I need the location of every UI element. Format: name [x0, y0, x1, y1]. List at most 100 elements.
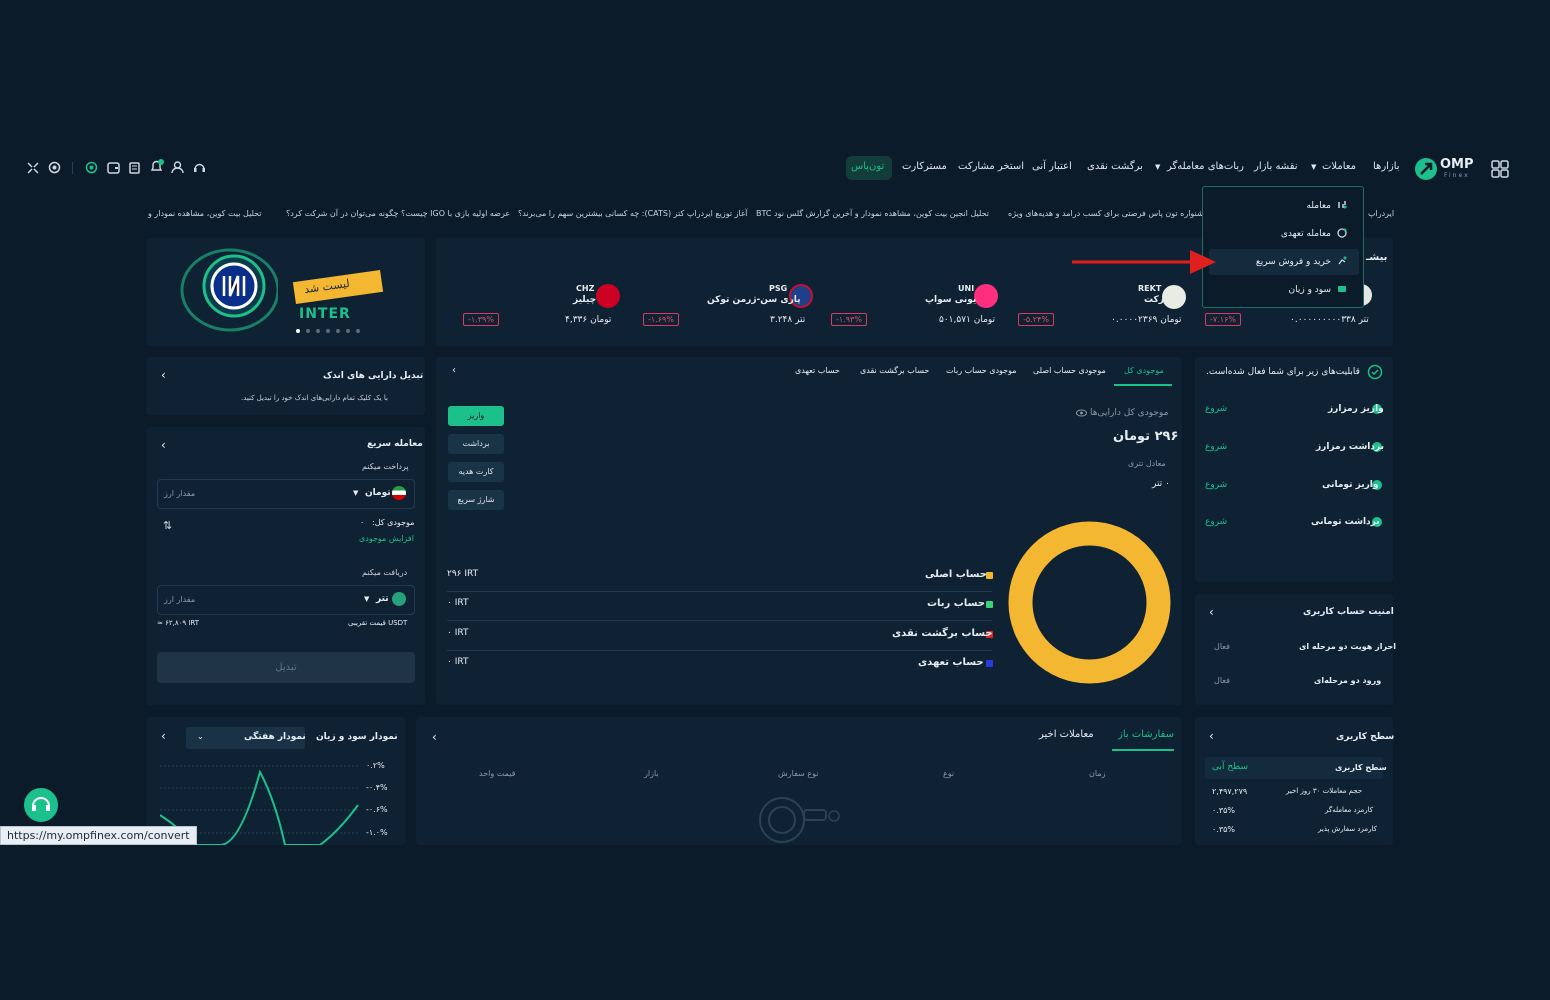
chevron-left-icon[interactable]: ‹	[161, 438, 166, 452]
ticker-item[interactable]: جشنواره تون پاس فرصتی برای کسب درامد و ه…	[1008, 209, 1210, 218]
expand-icon[interactable]	[27, 162, 39, 174]
total-assets-value: ۲۹۶ تومان	[1113, 429, 1179, 444]
convert-small-assets-panel[interactable]	[146, 357, 425, 415]
promo-banner[interactable]: لیست شد INTER	[146, 238, 425, 346]
tab-main-account[interactable]: موجودی حساب اصلی	[1033, 366, 1106, 375]
nav-market-map[interactable]: نقشه بازار	[1254, 161, 1298, 172]
account-security-panel	[1195, 594, 1393, 705]
approx-price-label: قیمت تقریبی USDT	[348, 619, 408, 627]
support-headset-icon[interactable]	[193, 161, 206, 174]
active-tab-underline	[1112, 749, 1174, 751]
dropdown-item-trade[interactable]: معامله	[1306, 201, 1331, 211]
user-level-panel	[1195, 717, 1393, 845]
chevron-left-icon[interactable]: ‹	[1209, 605, 1214, 619]
chevron-down-icon[interactable]: ▼	[364, 595, 370, 603]
chevron-left-icon[interactable]: ‹	[432, 730, 437, 744]
coin-price: ۳.۲۴۸ تتر	[770, 315, 806, 325]
ticker-item[interactable]: عرضه اولیه بازی با IGO چیست؟ چگونه می‌تو…	[286, 209, 511, 218]
ticker-item[interactable]: آغاز توزیع ایردراپ کتز (CATS): چه کسانی …	[518, 209, 748, 218]
gift-card-button[interactable]: کارت هدیه	[448, 462, 504, 482]
pnl-range-select[interactable]	[186, 727, 305, 749]
carousel-dot[interactable]	[296, 329, 300, 333]
chevron-left-icon[interactable]: ‹	[161, 368, 166, 382]
nav-instant-credit[interactable]: اعتبار آنی	[1032, 161, 1072, 172]
omp-logo-icon[interactable]	[1413, 156, 1439, 182]
nav-trading-bots[interactable]: ربات‌های معامله‌گر	[1167, 161, 1244, 172]
coin-change-badge: -۱.۳۹%	[463, 313, 499, 326]
level-row-value: ۲,۴۹۷,۲۷۹	[1212, 787, 1248, 796]
swap-arrows-icon[interactable]: ⇅	[163, 519, 173, 532]
increase-balance-link[interactable]: افزایش موجودی	[359, 534, 414, 543]
pay-currency[interactable]: تومان	[365, 488, 391, 498]
level-label: سطح کاربری	[1335, 763, 1387, 772]
nav-markets[interactable]: بازارها	[1373, 161, 1400, 172]
total-assets-label: موجودی کل دارایی‌ها	[1090, 408, 1169, 418]
iran-flag-icon	[392, 486, 406, 500]
tab-recent-trades[interactable]: معاملات اخیر	[1039, 729, 1094, 740]
deposit-button[interactable]: واریز	[448, 406, 504, 426]
apps-grid-icon[interactable]	[1491, 160, 1509, 178]
balance-value: ۰	[360, 518, 365, 527]
tab-cashback-account[interactable]: حساب برگشت نقدی	[860, 366, 930, 375]
activation-panel	[1195, 357, 1393, 582]
tether-icon	[392, 592, 406, 606]
chevron-left-icon[interactable]: ‹	[161, 729, 166, 743]
chevron-down-icon[interactable]: ▼	[353, 489, 359, 497]
tab-open-orders[interactable]: سفارشات باز	[1118, 729, 1174, 740]
ticker-item[interactable]: ایردراپ	[1368, 209, 1394, 218]
receive-currency[interactable]: تتر	[376, 594, 389, 604]
margin-trade-icon	[1337, 228, 1347, 238]
activation-start-link[interactable]: شروع	[1205, 442, 1228, 452]
carousel-dot[interactable]	[326, 329, 330, 333]
nav-toonpass-pill[interactable]	[846, 156, 892, 180]
settings-gear-icon[interactable]	[48, 161, 61, 174]
column-header: زمان	[1089, 769, 1106, 778]
carousel-dot[interactable]	[346, 329, 350, 333]
chevron-left-icon[interactable]: ‹	[1209, 729, 1214, 743]
nav-toonpass[interactable]: تون‌پاس	[851, 161, 885, 172]
chevron-left-icon[interactable]: ‹	[452, 365, 456, 376]
receipt-icon[interactable]	[129, 162, 140, 174]
chevron-down-icon[interactable]: ⌄	[197, 732, 204, 741]
convert-button[interactable]: تبدیل	[157, 652, 415, 683]
nav-mastercard[interactable]: مسترکارت	[902, 161, 947, 172]
quick-charge-button[interactable]: شارژ سریع	[448, 490, 504, 510]
notification-bell-icon[interactable]	[149, 158, 165, 174]
column-header: نوع سفارش	[778, 769, 819, 778]
activation-start-link[interactable]: شروع	[1205, 404, 1228, 414]
nav-staking-pool[interactable]: استخر مشارکت	[958, 161, 1025, 172]
withdraw-button[interactable]: برداشت	[448, 434, 504, 454]
wallet-icon[interactable]	[107, 162, 120, 174]
news-ticker: تحلیل بیت کوین، مشاهده نمودار و عرضه اول…	[146, 206, 1394, 224]
activation-start-link[interactable]: شروع	[1205, 480, 1228, 490]
eye-icon[interactable]	[1076, 409, 1087, 417]
carousel-dot[interactable]	[356, 329, 360, 333]
tab-margin-account[interactable]: حساب تعهدی	[795, 366, 840, 375]
check-icon	[1372, 517, 1382, 527]
activation-start-link[interactable]: شروع	[1205, 517, 1228, 527]
pay-amount-input[interactable]	[157, 479, 415, 509]
carousel-dot[interactable]	[316, 329, 320, 333]
receive-amount-input[interactable]	[157, 585, 415, 615]
dropdown-item-profit-loss[interactable]: سود و زیان	[1288, 285, 1331, 295]
coin-change-badge: -۵.۲۴%	[1018, 313, 1054, 326]
nav-trades[interactable]: معاملات	[1322, 161, 1356, 172]
ticker-item[interactable]: تحلیل بیت کوین، مشاهده نمودار و	[148, 209, 262, 218]
coin-change-badge: -۷.۱۶%	[1205, 313, 1241, 326]
status-online-icon[interactable]	[85, 161, 98, 174]
ticker-item[interactable]: تحلیل انجین بیت کوین، مشاهده نمودار و آخ…	[756, 209, 989, 218]
pnl-range-value: نمودار هفتگی	[244, 732, 306, 742]
balance-label: موجودی کل:	[372, 518, 415, 527]
user-profile-icon[interactable]	[171, 161, 184, 174]
row-divider	[447, 591, 992, 592]
row-divider	[447, 650, 992, 651]
check-circle-icon	[1367, 364, 1383, 380]
carousel-dot[interactable]	[336, 329, 340, 333]
nav-cashback[interactable]: برگشت نقدی	[1087, 161, 1143, 172]
dropdown-item-quick-buy-sell[interactable]: خرید و فروش سریع	[1255, 257, 1331, 267]
tab-total-balance[interactable]: موجودی کل	[1124, 366, 1164, 375]
tab-bot-account[interactable]: موجودی حساب ربات	[946, 366, 1017, 375]
support-chat-button[interactable]	[21, 785, 61, 825]
carousel-dot[interactable]	[306, 329, 310, 333]
dropdown-item-margin-trade[interactable]: معامله تعهدی	[1280, 229, 1331, 239]
